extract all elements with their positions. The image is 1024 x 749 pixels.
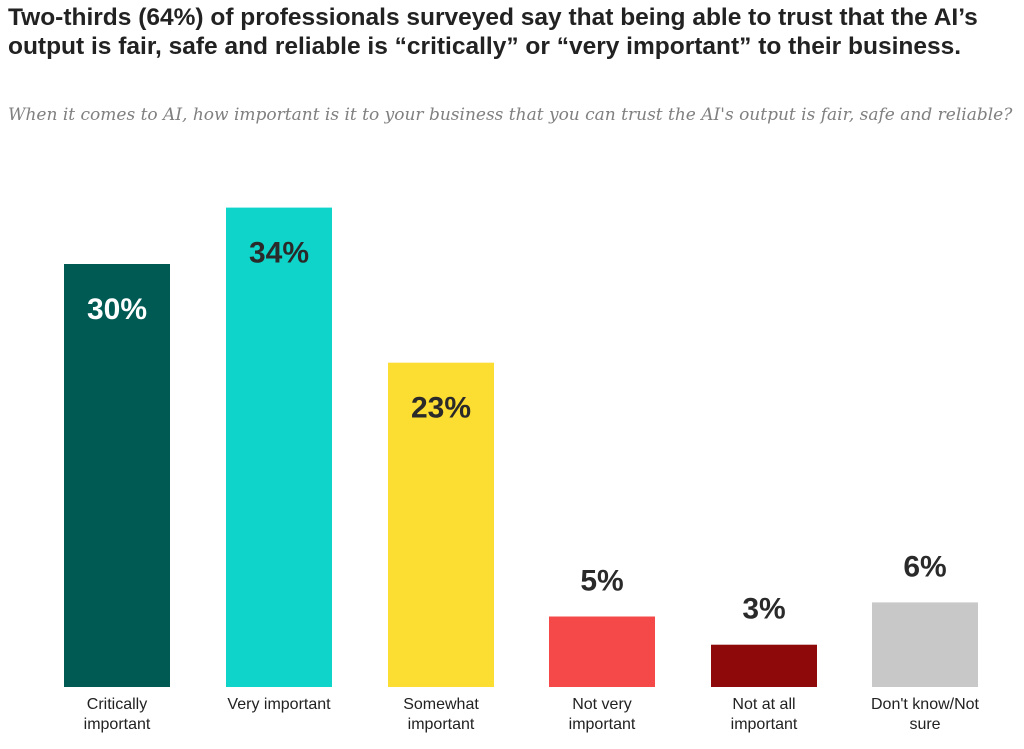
category-label-line: Somewhat bbox=[403, 696, 479, 713]
bar-don-t-know-not-sure bbox=[872, 602, 978, 687]
category-label-line: Very important bbox=[227, 696, 331, 713]
bar-not-very-important bbox=[549, 616, 655, 687]
data-label-somewhat-important: 23% bbox=[411, 392, 471, 425]
data-label-very-important: 34% bbox=[249, 237, 309, 270]
category-label-line: Not very bbox=[572, 696, 632, 713]
category-label-line: Critically bbox=[87, 696, 147, 713]
chart-subtitle: When it comes to AI, how important is it… bbox=[8, 105, 1013, 125]
category-label-very-important: Very important bbox=[227, 696, 331, 713]
category-label-somewhat-important: Somewhat important bbox=[403, 696, 479, 733]
bar-critically-important bbox=[64, 264, 170, 687]
data-label-not-at-all-important: 3% bbox=[742, 593, 785, 626]
category-label-don-t-know-not-sure: Don't know/Not sure bbox=[871, 696, 980, 733]
category-label-line: important bbox=[84, 716, 151, 733]
data-label-critically-important: 30% bbox=[87, 293, 147, 326]
category-label-line: sure bbox=[909, 716, 940, 733]
chart-title: Two-thirds (64%) of professionals survey… bbox=[8, 4, 978, 60]
category-label-line: important bbox=[731, 716, 798, 733]
category-label-not-very-important: Not very important bbox=[569, 696, 636, 733]
bar-somewhat-important bbox=[388, 362, 494, 687]
category-label-line: Don't know/Not bbox=[871, 696, 980, 713]
data-label-don-t-know-not-sure: 6% bbox=[903, 550, 946, 583]
category-label-line: Not at all bbox=[732, 696, 795, 713]
category-label-not-at-all-important: Not at all important bbox=[731, 696, 798, 733]
bar-not-at-all-important bbox=[711, 644, 817, 687]
bar-very-important bbox=[226, 207, 332, 687]
category-label-line: important bbox=[408, 716, 475, 733]
data-label-not-very-important: 5% bbox=[580, 565, 623, 598]
category-label-critically-important: Critically important bbox=[84, 696, 151, 733]
category-label-line: important bbox=[569, 716, 636, 733]
